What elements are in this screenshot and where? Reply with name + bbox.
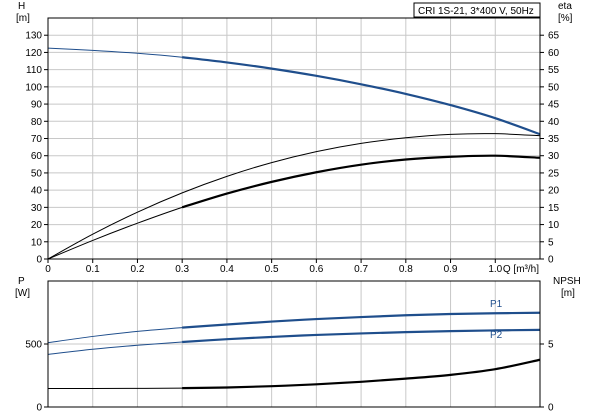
x-tick-label: 0.4 [220, 264, 234, 275]
top-right-tick-label: 25 [548, 168, 560, 179]
top-left-axis-unit: [m] [16, 13, 30, 24]
x-tick-label: 1.0 [488, 264, 502, 275]
x-tick-label: 0.1 [86, 264, 100, 275]
x-axis-title: Q [m³/h] [503, 264, 539, 275]
bottom-plot-frame [47, 280, 541, 408]
x-tick-label: 0.9 [444, 264, 458, 275]
top-left-tick-label: 130 [25, 31, 42, 42]
power-p2-curve-thin [47, 329, 541, 355]
top-left-tick-label: 120 [25, 48, 42, 59]
efficiency-curve-total-thin [47, 133, 541, 260]
x-tick-label: 0.5 [265, 264, 279, 275]
pump-label: CRI 1S-21, 3*400 V, 50Hz [418, 6, 534, 17]
top-left-tick-label: 50 [31, 168, 43, 179]
top-left-tick-label: 100 [25, 82, 42, 93]
top-left-tick-label: 10 [31, 237, 43, 248]
power-p1-curve-thin [47, 312, 541, 344]
top-left-tick-label: 30 [31, 203, 43, 214]
npsh-curve-bold [182, 358, 541, 390]
efficiency-curve-pump-bold [181, 154, 541, 209]
top-left-tick-label: 0 [36, 255, 42, 266]
bottom-right-tick-label: 5 [548, 340, 554, 351]
top-left-tick-label: 40 [31, 186, 43, 197]
top-right-axis-title: eta [558, 1, 572, 12]
top-right-tick-label: 5 [548, 237, 554, 248]
top-right-tick-label: 30 [548, 151, 560, 162]
power-p1-curve-bold [182, 311, 541, 329]
bottom-left-axis-unit: [W] [15, 288, 30, 299]
x-tick-label: 0.7 [354, 264, 368, 275]
top-left-tick-label: 80 [31, 117, 43, 128]
top-right-tick-label: 65 [548, 31, 560, 42]
bottom-left-tick-label: 0 [36, 403, 42, 414]
x-tick-label: 0 [45, 264, 51, 275]
top-left-tick-label: 90 [31, 100, 43, 111]
bottom-right-axis-unit: [m] [561, 288, 575, 299]
top-right-tick-label: 15 [548, 203, 560, 214]
top-right-tick-label: 20 [548, 186, 560, 197]
bottom-left-tick-label: 500 [25, 340, 42, 351]
top-right-tick-label: 35 [548, 134, 560, 145]
bottom-left-axis-title: P [18, 276, 25, 287]
x-tick-label: 0.2 [131, 264, 145, 275]
top-right-tick-label: 40 [548, 117, 560, 128]
x-tick-label: 0.3 [175, 264, 189, 275]
power-p2-curve-bold [182, 328, 541, 344]
top-right-tick-label: 45 [548, 100, 560, 111]
x-tick-label: 0.8 [399, 264, 413, 275]
top-plot-frame [47, 17, 541, 260]
top-left-tick-label: 60 [31, 151, 43, 162]
series-label-p1: P1 [490, 299, 503, 310]
top-right-tick-label: 10 [548, 220, 560, 231]
top-right-tick-label: 55 [548, 65, 560, 76]
top-right-axis-unit: [%] [558, 13, 573, 24]
pump-label-box [413, 2, 541, 18]
bottom-right-axis-title: NPSH [553, 276, 581, 287]
top-left-tick-label: 70 [31, 134, 43, 145]
top-left-tick-label: 20 [31, 220, 43, 231]
top-right-tick-label: 60 [548, 48, 560, 59]
series-label-p2: P2 [490, 330, 503, 341]
top-right-tick-label: 0 [548, 255, 554, 266]
top-left-axis-title: H [18, 1, 25, 12]
top-left-tick-label: 110 [26, 65, 42, 76]
top-right-tick-label: 50 [548, 82, 560, 93]
head-curve-bold [182, 56, 541, 136]
x-tick-label: 0.6 [309, 264, 323, 275]
bottom-right-tick-label: 0 [548, 403, 554, 414]
